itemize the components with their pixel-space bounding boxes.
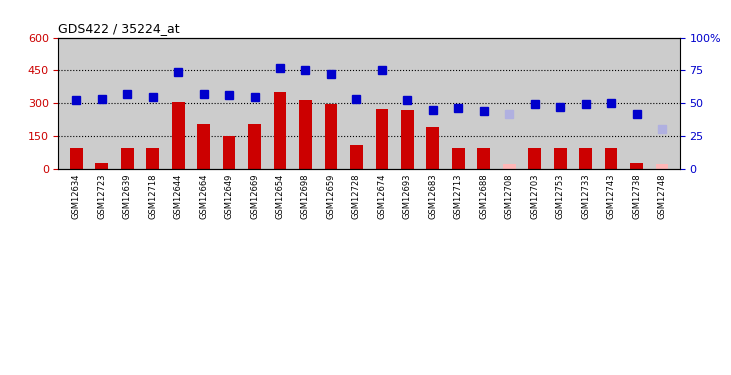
Bar [121,148,134,169]
Bar [529,148,541,169]
Bar [325,104,337,169]
Bar [273,92,287,169]
Bar [223,136,235,169]
Bar [96,163,108,169]
Bar [554,148,567,169]
Bar [70,148,83,169]
Bar [401,110,414,169]
Bar [452,148,465,169]
Bar [605,148,618,169]
Bar [172,102,184,169]
Bar [477,148,490,169]
Bar [197,124,210,169]
Bar [426,127,439,169]
Bar [249,124,261,169]
Bar [656,164,668,169]
Bar [579,148,592,169]
Bar [350,145,363,169]
Bar [630,163,643,169]
Bar [376,109,388,169]
Bar [299,100,312,169]
Bar [146,148,159,169]
Text: GDS422 / 35224_at: GDS422 / 35224_at [58,22,180,35]
Bar [503,164,515,169]
